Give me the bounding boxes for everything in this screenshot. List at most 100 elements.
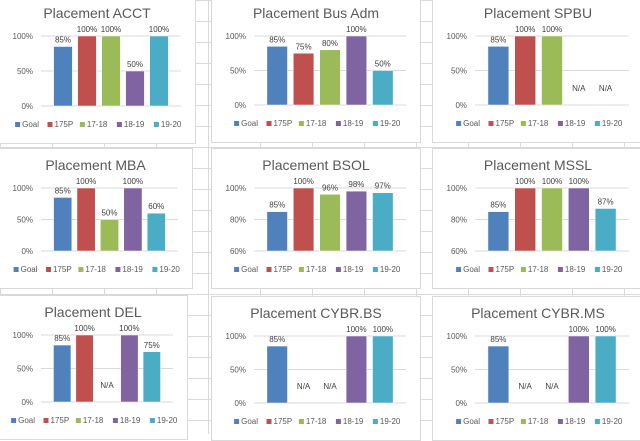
data-label-goal: 85%: [55, 36, 71, 45]
y-tick-label: 50%: [17, 67, 33, 76]
chart-placement-spbu[interactable]: Placement SPBU 0% 50% 100% 85% 100% 100% N/A N/A…: [432, 0, 640, 143]
legend-label-17-18: 17-18: [306, 265, 327, 274]
legend-label-175p: 175P: [496, 265, 515, 274]
chart-svg: Placement Bus Adm 0% 50% 100% 85% 75% 80% 100% 5…: [226, 5, 406, 128]
bar-18-19: [123, 187, 143, 252]
chart-placement-bsol[interactable]: Placement BSOL 60% 80% 100% 85% 100% 96% 98% 97%…: [211, 148, 421, 289]
chart-svg: Placement MBA 0% 50% 100% 85% 100% 50% 100% 60% G…: [13, 157, 181, 274]
bar-goal: [487, 345, 510, 404]
bar-18-19: [345, 190, 367, 252]
legend-swatch-19-20: [594, 419, 600, 424]
data-label-19-20: 87%: [598, 197, 614, 206]
data-label-19-20: 100%: [149, 25, 169, 34]
legend-item-goal: Goal: [13, 265, 38, 274]
legend-item-19-20: 19-20: [594, 417, 623, 426]
legend-swatch-17-18: [79, 122, 85, 127]
legend-item-goal: Goal: [234, 265, 258, 274]
chart-placement-del[interactable]: Placement DEL 0% 50% 100% 85% 100% N/A 100% 75% G…: [0, 295, 188, 440]
y-tick-label: 100%: [13, 184, 33, 193]
legend-item-goal: Goal: [456, 417, 480, 426]
legend-item-19-20: 19-20: [149, 416, 178, 425]
bar-17-18: [319, 194, 341, 252]
legend-label-goal: Goal: [241, 265, 258, 274]
chart-svg: Placement BSOL 60% 80% 100% 85% 100% 96% 98% 97%…: [226, 157, 406, 274]
data-label-goal: 85%: [55, 186, 71, 195]
legend-label-17-18: 17-18: [528, 119, 549, 128]
y-tick-label: 50%: [451, 366, 467, 375]
y-tick-label: 0%: [21, 247, 33, 256]
data-label-18-19: 100%: [569, 177, 589, 186]
legend-item-17-18: 17-18: [298, 119, 327, 128]
legend-label-18-19: 18-19: [343, 417, 364, 426]
legend-label-19-20: 19-20: [161, 120, 182, 129]
data-label-18-19: 100%: [346, 325, 366, 334]
legend-label-17-18: 17-18: [528, 265, 549, 274]
legend-label-175p: 175P: [274, 265, 293, 274]
y-tick-label: 50%: [230, 67, 246, 76]
y-tick-label: 0%: [21, 102, 33, 111]
legend-swatch-goal: [456, 419, 462, 424]
legend-item-18-19: 18-19: [116, 120, 145, 129]
data-label-19-20: 50%: [375, 60, 391, 69]
chart-title: Placement SPBU: [484, 5, 592, 21]
y-tick-label: 60%: [451, 247, 467, 256]
legend-item-18-19: 18-19: [557, 119, 586, 128]
chart-placement-bus-adm[interactable]: Placement Bus Adm 0% 50% 100% 85% 75% 80% 100% 5…: [211, 0, 421, 143]
chart-svg: Placement DEL 0% 50% 100% 85% 100% N/A 100% 75% G…: [11, 304, 178, 425]
legend-label-175p: 175P: [496, 417, 515, 426]
legend-swatch-18-19: [335, 267, 341, 272]
legend-label-175p: 175P: [274, 417, 293, 426]
legend-swatch-18-19: [557, 267, 563, 272]
legend-item-goal: Goal: [234, 417, 258, 426]
data-label-175p: 100%: [515, 25, 535, 34]
legend-swatch-18-19: [115, 267, 121, 272]
chart-placement-mba[interactable]: Placement MBA 0% 50% 100% 85% 100% 50% 100% 60% G…: [0, 148, 193, 289]
y-tick-label: 0%: [234, 399, 246, 408]
data-label-175p: 100%: [293, 177, 313, 186]
legend-label-19-20: 19-20: [380, 417, 401, 426]
chart-placement-cybr-bs[interactable]: Placement CYBR.BS 0% 50% 100% 85% N/A N/A 100% 1…: [211, 296, 421, 441]
bar-17-18: [541, 187, 563, 252]
bar-175p: [514, 35, 536, 106]
legend-item-175p: 175P: [488, 417, 515, 426]
chart-placement-mssl[interactable]: Placement MSSL 60% 80% 100% 85% 100% 100% 100% 8…: [432, 148, 640, 289]
data-label-19-20: 100%: [595, 325, 615, 334]
data-label-19-20: 60%: [148, 202, 164, 211]
chart-title: Placement DEL: [44, 304, 141, 320]
bar-18-19: [120, 334, 139, 403]
legend-swatch-goal: [456, 267, 462, 272]
legend-item-17-18: 17-18: [520, 417, 549, 426]
legend-item-175p: 175P: [266, 119, 292, 128]
legend-label-19-20: 19-20: [602, 417, 623, 426]
data-label-175p: 100%: [76, 177, 96, 186]
bar-goal: [266, 345, 288, 404]
data-label-18-19: 100%: [123, 177, 143, 186]
data-label-175p: 100%: [77, 25, 97, 34]
chart-placement-acct[interactable]: Placement ACCT 0% 50% 100% 85% 100% 100% 50% 100…: [0, 0, 196, 144]
bar-175p: [77, 35, 97, 107]
chart-title: Placement MBA: [45, 157, 146, 173]
chart-title: Placement MSSL: [484, 157, 592, 173]
data-label-19-20: 75%: [144, 341, 160, 350]
legend-swatch-175p: [266, 267, 272, 272]
legend-swatch-17-18: [298, 419, 304, 424]
legend-item-17-18: 17-18: [298, 265, 327, 274]
legend-item-goal: Goal: [234, 119, 258, 128]
y-tick-label: 80%: [230, 216, 246, 225]
legend-label-19-20: 19-20: [380, 265, 401, 274]
bar-goal: [53, 197, 73, 252]
data-label-18-19: 100%: [569, 325, 589, 334]
legend-item-175p: 175P: [266, 417, 293, 426]
legend-item-18-19: 18-19: [335, 417, 364, 426]
y-tick-label: 50%: [451, 67, 467, 76]
legend-swatch-175p: [488, 419, 494, 424]
legend-item-18-19: 18-19: [335, 119, 364, 128]
legend-swatch-17-18: [75, 418, 81, 423]
bar-175p: [293, 187, 315, 252]
legend-label-17-18: 17-18: [83, 416, 104, 425]
chart-placement-cybr-ms[interactable]: Placement CYBR.MS 0% 50% 100% 85% N/A N/A 100% 1…: [432, 296, 640, 441]
legend-item-17-18: 17-18: [75, 416, 104, 425]
legend-item-175p: 175P: [266, 265, 293, 274]
chart-svg: Placement CYBR.MS 0% 50% 100% 85% N/A N/A 100% 1…: [447, 305, 629, 426]
bar-goal: [487, 211, 510, 252]
